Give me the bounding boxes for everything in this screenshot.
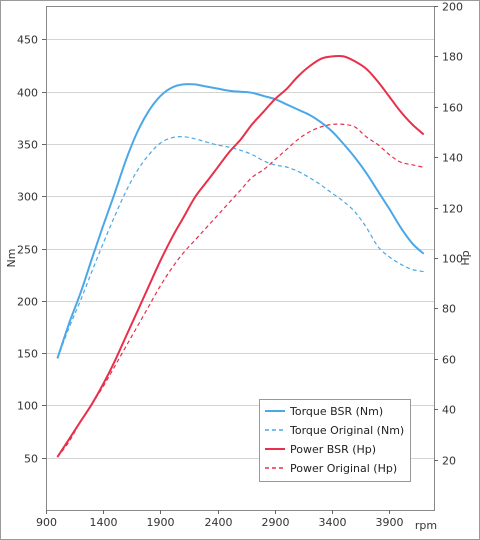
grid-layer: [46, 39, 434, 459]
y-left-tick-label: 350: [17, 139, 38, 152]
x-tick-label: 2900: [262, 516, 290, 529]
legend: Torque BSR (Nm) Torque Original (Nm) Power…: [259, 399, 411, 482]
y-left-tick-label: 250: [17, 244, 38, 257]
x-tick-label: 3900: [376, 516, 404, 529]
y-left-tick-label: 450: [17, 34, 38, 47]
series-torque-original: [56, 136, 424, 359]
y-right-tick-label: 180: [442, 51, 463, 64]
x-tick-label: 900: [36, 516, 57, 529]
legend-label: Torque Original (Nm): [289, 424, 404, 437]
series-power-bsr: [56, 54, 425, 458]
y-left-tick-label: 50: [24, 453, 38, 466]
x-axis-title: rpm: [415, 519, 437, 532]
y-left-tick-label: 200: [17, 296, 38, 309]
x-tick-label: 2400: [205, 516, 233, 529]
y-axis-right-title: Hp: [459, 250, 472, 265]
series-torque-bsr: [56, 83, 425, 359]
x-tick-label: 3400: [319, 516, 347, 529]
y-right-tick-label: 120: [442, 203, 463, 216]
x-tick-label: 1900: [147, 516, 175, 529]
legend-label: Power Original (Hp): [290, 462, 397, 475]
y-left-tick-label: 300: [17, 191, 38, 204]
y-right-tick-label: 100: [442, 253, 463, 266]
y-right-tick-label: 200: [442, 1, 463, 14]
x-axis: 900 1400 1900 2400 2900 3400 3900: [36, 510, 404, 529]
right-axis: 20 40 60 80 100 120 140 160 180 200: [434, 1, 463, 468]
y-right-tick-label: 20: [442, 455, 456, 468]
legend-box: [259, 399, 411, 482]
y-left-tick-label: 150: [17, 348, 38, 361]
y-right-tick-label: 60: [442, 354, 456, 367]
series-layer: [56, 54, 425, 458]
series-power-original: [56, 123, 424, 458]
y-left-tick-label: 100: [17, 400, 38, 413]
y-right-tick-label: 160: [442, 102, 463, 115]
left-axis: 50 100 150 200 250 300 350 400 450: [17, 34, 46, 466]
y-right-tick-label: 40: [442, 404, 456, 417]
y-axis-left-title: Nm: [5, 249, 18, 268]
legend-label: Power BSR (Hp): [290, 443, 376, 456]
y-right-tick-label: 140: [442, 152, 463, 165]
legend-label: Torque BSR (Nm): [289, 405, 383, 418]
x-tick-label: 1400: [90, 516, 118, 529]
y-left-tick-label: 400: [17, 87, 38, 100]
y-right-tick-label: 80: [442, 303, 456, 316]
